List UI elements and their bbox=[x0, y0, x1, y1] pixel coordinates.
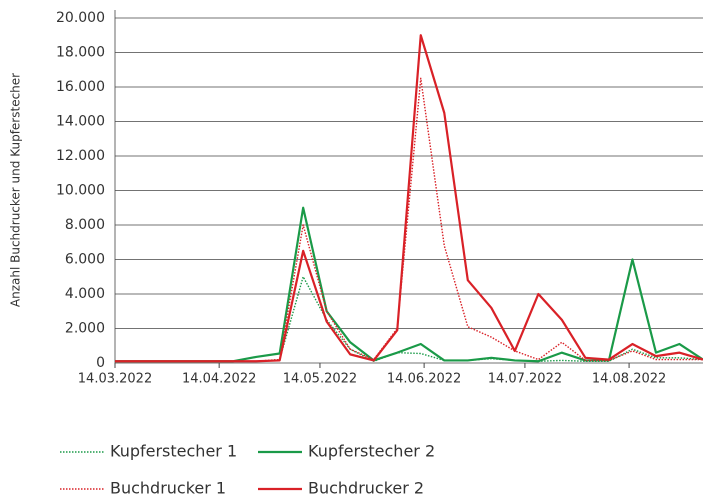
x-tick-label: 14.05.2022 bbox=[283, 372, 357, 387]
x-tick-label: 14.04.2022 bbox=[182, 372, 256, 387]
legend-label: Buchdrucker 1 bbox=[110, 479, 226, 497]
x-tick-label: 14.08.2022 bbox=[592, 372, 666, 387]
y-tick-label: 20.000 bbox=[56, 10, 105, 26]
legend-label: Kupferstecher 1 bbox=[110, 442, 237, 461]
series-line bbox=[115, 206, 703, 363]
y-tick-label: 18.000 bbox=[56, 45, 105, 61]
y-axis-label: Anzahl Buchdrucker und Kupferstecher bbox=[9, 73, 23, 307]
y-tick-label: 14.000 bbox=[56, 114, 105, 130]
y-tick-label: 2.000 bbox=[65, 321, 105, 337]
y-tick-label: 0 bbox=[96, 355, 105, 371]
x-tick-label: 14.03.2022 bbox=[78, 372, 152, 387]
y-tick-label: 8.000 bbox=[65, 217, 105, 233]
legend-label: Kupferstecher 2 bbox=[308, 442, 435, 461]
y-tick-label: 6.000 bbox=[65, 252, 105, 268]
legend-label: Buchdrucker 2 bbox=[308, 479, 424, 497]
y-tick-label: 4.000 bbox=[65, 286, 105, 302]
x-tick-label: 14.06.2022 bbox=[387, 372, 461, 387]
x-tick-label: 14.07.2022 bbox=[488, 372, 562, 387]
y-tick-label: 10.000 bbox=[56, 183, 105, 199]
series-line bbox=[115, 77, 703, 362]
series-line bbox=[115, 34, 703, 363]
y-tick-label: 12.000 bbox=[56, 148, 105, 164]
y-tick-label: 16.000 bbox=[56, 79, 105, 95]
